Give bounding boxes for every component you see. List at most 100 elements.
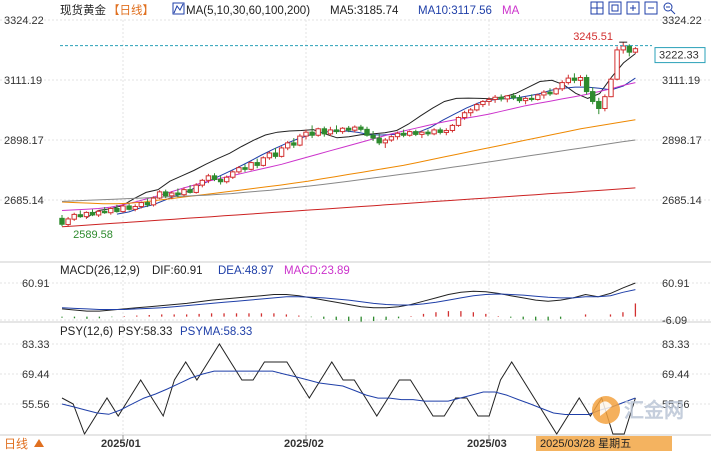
- footer-period[interactable]: 日线: [4, 437, 28, 451]
- candle: [181, 187, 187, 197]
- candle: [571, 73, 578, 84]
- candle: [114, 204, 120, 213]
- psy-y-tick-left: 83.33: [22, 339, 50, 351]
- candle: [175, 188, 181, 198]
- candle: [187, 185, 193, 194]
- ma-more-value: MA: [502, 5, 520, 17]
- psy-y-tick-right: 69.44: [662, 369, 690, 381]
- candle: [65, 216, 71, 227]
- candle: [559, 80, 565, 92]
- candle: [236, 165, 242, 174]
- candle: [620, 42, 626, 54]
- candle: [364, 126, 370, 137]
- y-tick-right: 2898.17: [662, 135, 702, 147]
- plus-icon[interactable]: [626, 1, 640, 15]
- candle: [242, 164, 248, 172]
- candle: [254, 158, 260, 169]
- last-price-label: 3222.33: [659, 50, 699, 62]
- toolbar: [590, 1, 676, 15]
- candle: [583, 74, 590, 95]
- candle: [59, 214, 65, 227]
- square-icon[interactable]: [608, 1, 622, 15]
- cursor-date-bg: [536, 436, 672, 451]
- candle: [126, 203, 132, 211]
- candle: [590, 87, 596, 105]
- candle: [413, 129, 419, 137]
- candle: [455, 116, 462, 127]
- candle: [486, 97, 492, 106]
- candle: [95, 209, 102, 217]
- candle: [407, 130, 413, 137]
- candle: [376, 133, 382, 146]
- candle: [352, 125, 358, 133]
- candle: [211, 173, 218, 182]
- macd-plot: [61, 282, 637, 322]
- candle: [632, 47, 639, 54]
- grid-icon[interactable]: [590, 1, 604, 15]
- minus-icon[interactable]: [644, 1, 658, 15]
- y-tick-left: 2685.14: [4, 195, 44, 207]
- candle: [217, 176, 224, 185]
- candle: [285, 140, 291, 151]
- candle: [224, 175, 230, 184]
- candle: [608, 77, 614, 98]
- candle: [297, 133, 303, 147]
- candle: [400, 129, 407, 138]
- y-tick-left: 3111.19: [4, 75, 42, 87]
- macd-dea-value: DEA:48.97: [218, 265, 274, 277]
- x-axis-ticks: 2025/01 2025/02 2025/03: [101, 435, 507, 450]
- candle: [333, 125, 340, 134]
- candle: [522, 96, 529, 105]
- grid-lines: [0, 19, 711, 435]
- macd-y-tick-left: 60.91: [22, 278, 50, 290]
- period-dropdown-icon[interactable]: [34, 439, 44, 447]
- psy-y-axis-ticks: 83.33 83.33 69.44 69.44 55.56 55.56: [22, 339, 690, 411]
- x-tick-label: 2025/01: [101, 438, 141, 450]
- candle: [89, 209, 96, 217]
- candle: [163, 189, 169, 199]
- candle: [388, 135, 395, 142]
- candle: [626, 44, 632, 57]
- candle: [468, 107, 474, 117]
- psy-header: PSY(12,6) PSY:58.33 PSYMA:58.33: [60, 326, 252, 338]
- candle: [108, 207, 114, 215]
- macd-dif-value: DIF:60.91: [152, 265, 203, 277]
- candle: [614, 46, 620, 81]
- candle: [138, 201, 145, 209]
- candle: [248, 161, 254, 171]
- zoom-out-icon[interactable]: [663, 2, 676, 15]
- ma-settings-icon[interactable]: [172, 2, 185, 15]
- candle: [291, 138, 297, 148]
- candle: [529, 94, 535, 102]
- candle: [303, 129, 309, 140]
- candle: [382, 138, 389, 148]
- candle: [449, 123, 456, 133]
- candlesticks: [59, 41, 639, 227]
- candle: [169, 191, 175, 200]
- candle: [461, 110, 468, 120]
- candle: [156, 190, 163, 200]
- macd-header: MACD(26,12,9) DIF:60.91 DEA:48.97 MACD:2…: [60, 265, 350, 277]
- ma5-value: MA5:3185.74: [330, 5, 399, 17]
- candle: [492, 94, 498, 103]
- macd-y-tick-right: -6.09: [662, 315, 687, 327]
- macd-hist-value: MACD:23.89: [284, 265, 350, 277]
- ma-line-ma60: [61, 119, 636, 205]
- y-tick-right: 3324.22: [662, 15, 702, 27]
- period-label[interactable]: 【日线】: [108, 3, 154, 17]
- y-tick-left: 2898.17: [4, 135, 44, 147]
- macd-title: MACD(26,12,9): [60, 265, 140, 277]
- macd-line-dif: [61, 282, 636, 312]
- candle: [431, 128, 437, 136]
- candle: [474, 102, 480, 112]
- macd-y-axis-ticks: 60.91 60.91 -6.09: [22, 278, 690, 327]
- ma-params: MA(5,10,30,60,100,200): [186, 5, 310, 17]
- candle: [358, 124, 364, 132]
- candle: [266, 151, 273, 160]
- psy-y-tick-right: 83.33: [662, 339, 690, 351]
- candle: [565, 74, 571, 85]
- candle: [315, 127, 321, 137]
- candle: [480, 100, 486, 108]
- candle: [394, 131, 401, 140]
